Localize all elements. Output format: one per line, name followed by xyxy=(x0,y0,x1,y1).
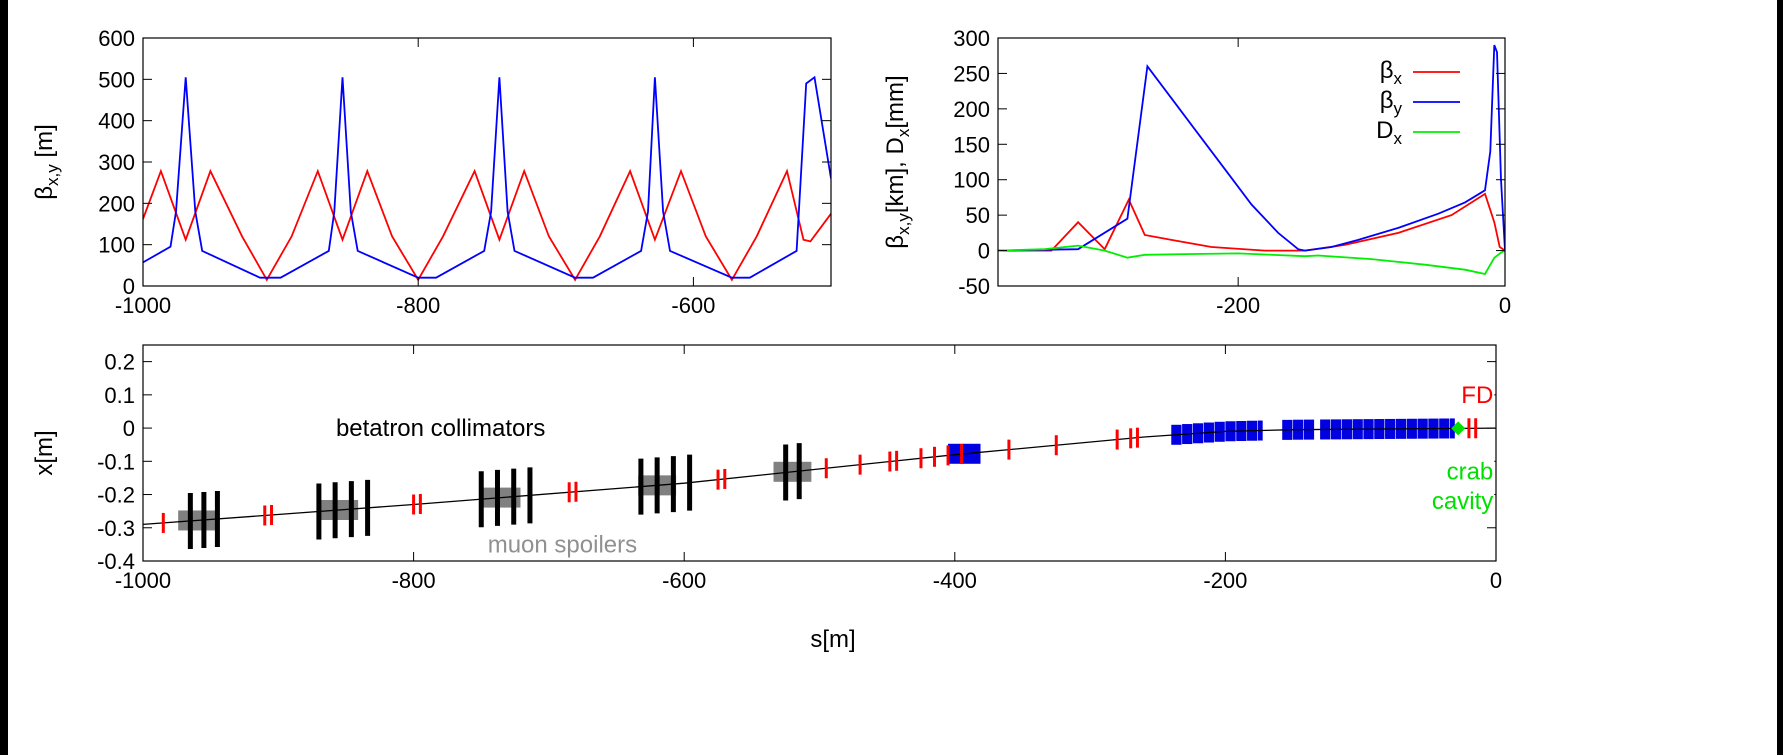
panel1-series-0-line xyxy=(143,168,831,282)
panel2-frame xyxy=(997,37,1506,287)
panel3-x-tick-label: 0 xyxy=(1490,568,1502,593)
panel1-y-tick-label: 200 xyxy=(98,191,135,216)
panel1-frame xyxy=(142,37,832,287)
panel3-frame xyxy=(142,344,1497,562)
panel3-y-tick-label: -0.4 xyxy=(97,549,135,574)
panel3-x-tick-label: -800 xyxy=(392,568,436,593)
panel1-y-tick-label: 600 xyxy=(98,26,135,51)
panel1-y-label-sub: x,y xyxy=(43,164,62,186)
panel2-y-label-beta: β xyxy=(882,235,909,249)
panel2-y-tick-label: -50 xyxy=(958,274,990,299)
panel2-legend-main-0: β xyxy=(1380,57,1394,84)
annotation-bg-4 xyxy=(1430,488,1495,516)
panel2-y-label-beta-sub: x,y xyxy=(894,213,913,235)
panel2-y-tick-label: 200 xyxy=(953,97,990,122)
panel2-x-tick-label: -200 xyxy=(1216,293,1260,318)
panel3-elements xyxy=(143,418,1496,549)
panel2-legend-sub-1: y xyxy=(1394,99,1403,118)
panel3-x-tick-label: -600 xyxy=(662,568,706,593)
annotation-bg-3 xyxy=(1445,458,1495,486)
annotation-bg-2 xyxy=(1460,381,1495,409)
left-edge-bar xyxy=(0,0,8,755)
panel1-series-1-line xyxy=(143,75,831,279)
panel2-legend-label-2: Dx xyxy=(1376,117,1402,148)
panel2-series-1-line xyxy=(998,44,1505,252)
panel3-y-tick-label: 0.1 xyxy=(104,383,135,408)
panel3-y-tick-label: -0.3 xyxy=(97,516,135,541)
panel1-y-label-tail: [m] xyxy=(31,124,58,164)
panel1-x-tick-label: -800 xyxy=(396,293,440,318)
reference-trajectory-line xyxy=(143,427,1496,526)
panel2-legend-sub-0: x xyxy=(1394,69,1403,88)
panel1-y-axis-label: βx,y [m] xyxy=(31,124,62,200)
panel3-y-tick-label: 0 xyxy=(123,416,135,441)
panel1-y-tick-label: 500 xyxy=(98,67,135,92)
panel3-y-tick-label: -0.2 xyxy=(97,483,135,508)
panel2-series-2-line xyxy=(998,244,1505,276)
panel2-y-axis-label: βx,y[km], Dx[mm] xyxy=(882,75,913,248)
panel2-legend-main-2: D xyxy=(1376,117,1393,144)
panel3-x-tick-label: -400 xyxy=(933,568,977,593)
panel3-x-tick-label: -1000 xyxy=(115,568,171,593)
panel2-legend-main-1: β xyxy=(1380,87,1394,114)
panel2-x-tick-label: 0 xyxy=(1499,293,1511,318)
panel3-annotation-0: betatron collimators xyxy=(336,415,545,442)
panel2-y-tick-label: 300 xyxy=(953,26,990,51)
panel3-y-tick-label: -0.1 xyxy=(97,449,135,474)
panel1-x-tick-label: -600 xyxy=(671,293,715,318)
panel2-y-tick-label: 50 xyxy=(966,203,990,228)
panel3-x-tick-label: -200 xyxy=(1203,568,1247,593)
panel2-y-tick-label: 150 xyxy=(953,132,990,157)
panel1-y-tick-label: 100 xyxy=(98,233,135,258)
panel2-legend-label-0: βx xyxy=(1380,57,1403,88)
panel3-x-axis-label: s[m] xyxy=(810,626,855,653)
panel2-series-0-line xyxy=(998,192,1505,252)
panel3-annotation-3: crab xyxy=(1447,458,1494,485)
panel1-y-tick-label: 300 xyxy=(98,150,135,175)
panel3-annotation-1: muon spoilers xyxy=(488,531,637,558)
panel2-y-tick-label: 250 xyxy=(953,61,990,86)
panel2-y-tick-label: 0 xyxy=(978,239,990,264)
panel2-y-label-mid: [km], D xyxy=(882,137,909,213)
panel1-y-tick-label: 400 xyxy=(98,109,135,134)
panel3-annotation-2: FD xyxy=(1461,382,1493,409)
panel2-y-label-unit: [mm] xyxy=(882,75,909,128)
panel2-y-label-d-sub: x xyxy=(894,128,913,137)
panel3-y-axis-label: x[m] xyxy=(31,430,58,475)
crab-cavity-marker xyxy=(1451,421,1466,436)
panel1-x-tick-label: -1000 xyxy=(115,293,171,318)
right-edge-bar xyxy=(1777,0,1783,755)
panel1-y-tick-label: 0 xyxy=(123,274,135,299)
panel3-y-tick-label: 0.2 xyxy=(104,350,135,375)
panel3-annotation-4: cavity xyxy=(1432,488,1493,515)
panel2-legend-sub-2: x xyxy=(1394,129,1403,148)
panel2-legend-label-1: βy xyxy=(1380,87,1403,118)
panel2-y-tick-label: 100 xyxy=(953,168,990,193)
panel1-y-label-main: β xyxy=(31,186,58,200)
